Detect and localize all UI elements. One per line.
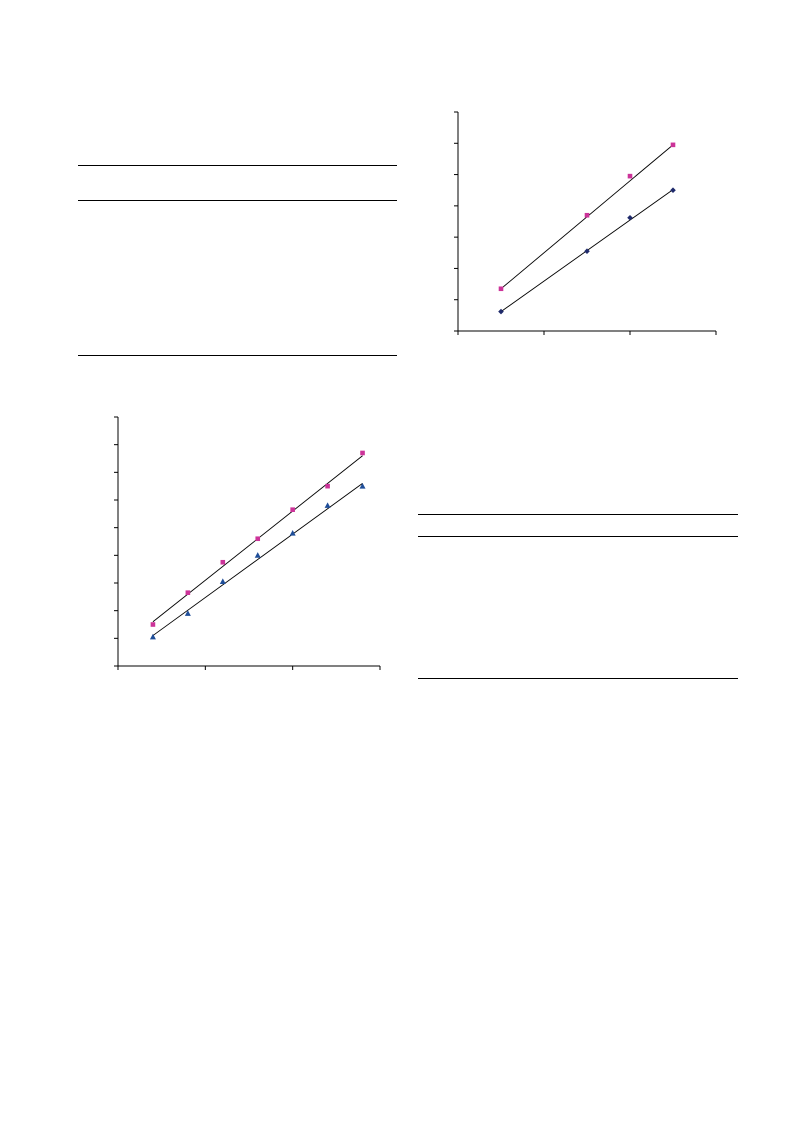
table-2-header-rule <box>418 536 738 537</box>
data-point <box>150 622 156 627</box>
chart-2 <box>114 416 381 670</box>
table-1-bottom-rule <box>78 355 397 356</box>
data-point <box>149 633 156 640</box>
table-2-top-rule <box>418 514 738 515</box>
data-point <box>220 559 226 565</box>
table-1-top-rule <box>78 165 397 166</box>
data-point <box>627 214 633 221</box>
data-point <box>584 212 590 218</box>
data-point <box>359 482 366 489</box>
data-point <box>254 552 261 558</box>
data-point <box>290 507 295 512</box>
data-point <box>289 530 296 536</box>
data-point <box>670 142 676 148</box>
chart-1 <box>454 111 717 335</box>
table-1 <box>78 165 397 356</box>
data-point <box>219 578 226 585</box>
data-point <box>185 590 191 595</box>
table-1-header-rule <box>78 200 397 201</box>
table-2 <box>418 514 738 679</box>
data-point <box>360 450 365 456</box>
trendline-2 <box>152 483 363 636</box>
data-point <box>498 286 504 292</box>
data-point <box>670 187 676 194</box>
data-point <box>627 173 633 179</box>
data-point <box>325 483 330 489</box>
data-point <box>324 502 331 508</box>
data-point <box>255 536 261 542</box>
data-point <box>184 610 191 616</box>
table-2-bottom-rule <box>418 678 738 679</box>
data-point <box>498 308 504 315</box>
